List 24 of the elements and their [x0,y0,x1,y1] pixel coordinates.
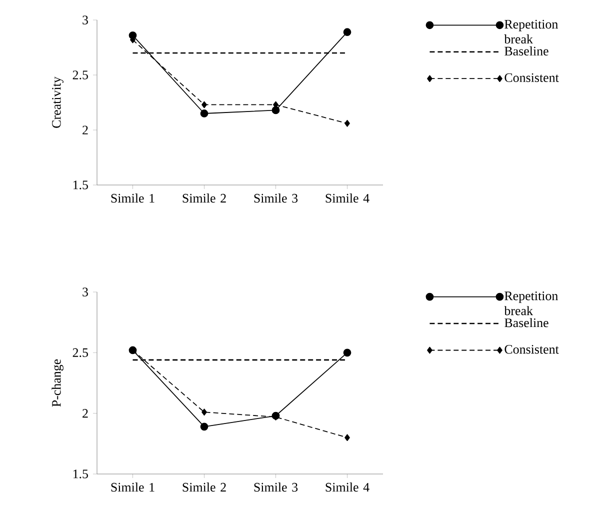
y-tick-label: 2 [82,409,88,418]
y-axis-title: Creativity [52,76,64,128]
x-tick-label: Simile 1 [111,194,154,203]
y-tick-label: 1.5 [73,470,88,478]
y-tick-label: 3 [82,288,88,296]
x-tick-label: Simile 1 [111,482,154,492]
y-tick-label: 2 [82,126,88,134]
legend-label: Repetition break [504,292,558,316]
legend-label: Repetition break [504,20,558,44]
y-tick-label: 2.5 [72,70,88,80]
text: Baseline [504,318,548,328]
x-tick-label: Simile 2 [182,194,226,203]
x-tick-label: Simile 4 [326,194,370,203]
x-tick-label: Simile 3 [254,482,298,492]
text: Baseline [504,46,548,56]
x-tick-label: Simile 2 [182,482,226,492]
y-tick-label: 2.5 [72,348,88,358]
y-tick-label: 3 [82,16,88,24]
y-axis-title: P-change [52,359,64,407]
legend-label: Consistent [504,344,559,354]
legend-label: Consistent [504,73,559,82]
x-tick-label: Simile 4 [326,482,370,492]
x-tick-label: Simile 3 [254,194,298,203]
y-tick-label: 1.5 [73,180,88,190]
